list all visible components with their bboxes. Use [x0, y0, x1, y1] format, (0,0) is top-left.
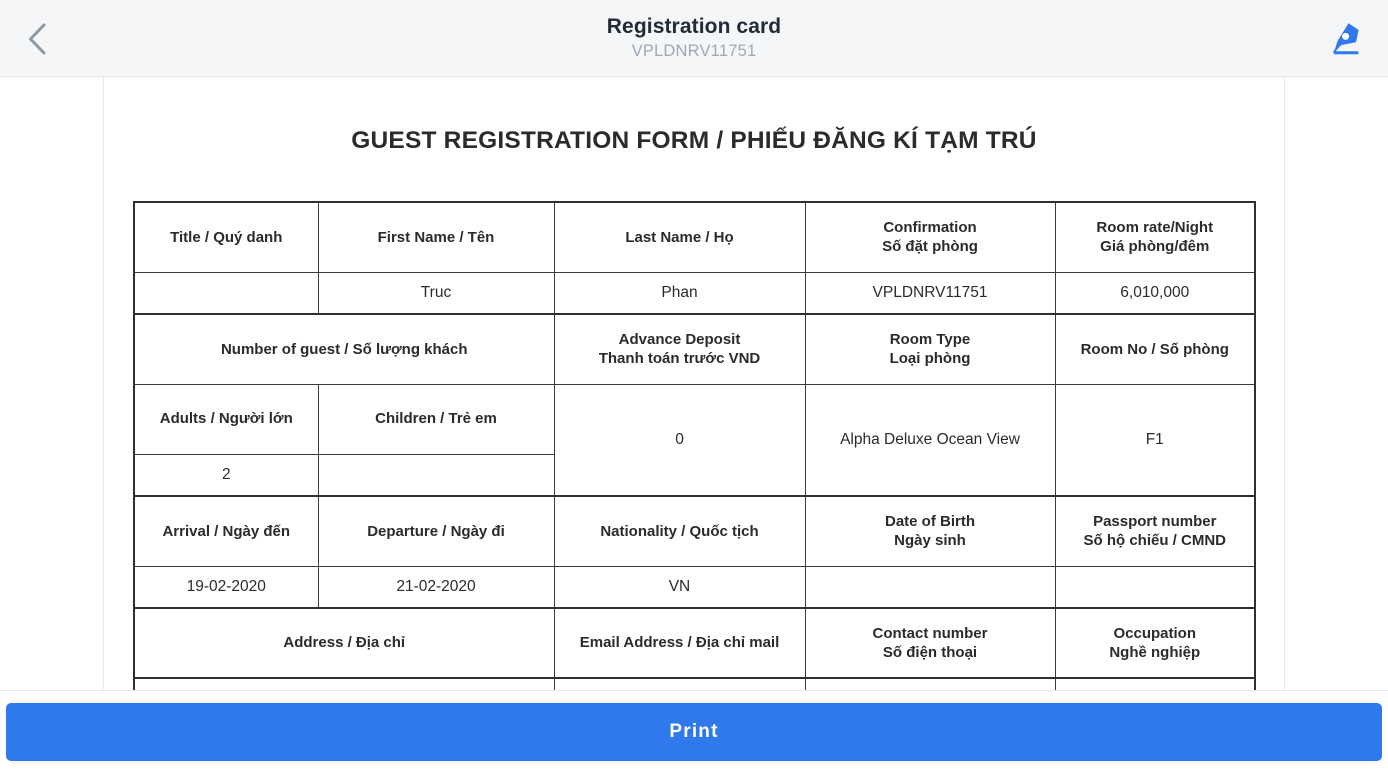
header-line1: Address / Địa chỉ [283, 634, 406, 652]
page-subtitle-confirmation-code: VPLDNRV11751 [631, 42, 757, 61]
header-nationality-quoc-tich: Nationality / Quốc tịch [553, 495, 806, 567]
header-line1: Nationality / Quốc tịch [600, 522, 759, 540]
header-line1: Number of guest / Số lượng khách [220, 340, 468, 358]
action-bar: Print [0, 690, 1388, 773]
header-children-tre-em: Children / Trẻ em [317, 383, 555, 455]
header-line1: Contact number [872, 624, 988, 642]
pen-nib-signature-icon [1329, 21, 1363, 57]
header-line2: Số điện thoại [882, 644, 978, 661]
table-row-block3-headers: Arrival / Ngày đến Departure / Ngày đi N… [133, 495, 1256, 567]
header-line1: Title / Quý danh [170, 228, 283, 246]
table-row-block4-headers: Address / Địa chỉ Email Address / Địa ch… [133, 607, 1256, 679]
value-arrival-date[interactable]: 19-02-2020 [133, 565, 319, 609]
header-line1: Children / Trẻ em [375, 410, 497, 428]
table-row-block2-subheaders: Adults / Người lớn Children / Trẻ em 0 A… [133, 383, 1256, 497]
header-line2: Thanh toán trước VND [598, 350, 761, 368]
value-title[interactable] [133, 271, 319, 315]
table-row-block2-headers: Number of guest / Số lượng khách Advance… [133, 313, 1256, 385]
value-nationality[interactable]: VN [553, 565, 806, 609]
document-page: GUEST REGISTRATION FORM / PHIẾU ĐĂNG KÍ … [103, 77, 1285, 690]
header-number-of-guest: Number of guest / Số lượng khách [133, 313, 555, 385]
form-title: GUEST REGISTRATION FORM / PHIẾU ĐĂNG KÍ … [351, 127, 1037, 154]
header-line1: Last Name / Họ [625, 228, 734, 246]
header-line2: Loại phòng [889, 350, 971, 368]
header-line2: Nghề nghiệp [1109, 644, 1201, 661]
header-room-type: Room Type Loại phòng [804, 313, 1056, 385]
header-line1: Departure / Ngày đi [367, 522, 505, 540]
table-row-block2-values: 2 [133, 453, 1255, 497]
header-line2: Số hộ chiếu / CMND [1083, 532, 1227, 550]
header-line1: Room Type [889, 330, 971, 348]
header-title-quy-danh: Title / Quý danh [133, 201, 319, 273]
header-contact-number: Contact number Số điện thoại [804, 607, 1056, 679]
app-header: Registration card VPLDNRV11751 [0, 0, 1388, 77]
header-line1: Room rate/Night [1096, 218, 1214, 236]
header-date-of-birth: Date of Birth Ngày sinh [804, 495, 1056, 567]
header-line1: Email Address / Địa chỉ mail [579, 634, 780, 652]
header-line1: Confirmation [883, 218, 977, 236]
back-button[interactable] [8, 0, 66, 77]
value-advance-deposit[interactable]: 0 [553, 383, 806, 497]
header-email-address: Email Address / Địa chỉ mail [553, 607, 806, 679]
header-room-no: Room No / Số phòng [1054, 313, 1256, 385]
value-last-name[interactable]: Phan [553, 271, 806, 315]
header-line2: Giá phòng/đêm [1100, 238, 1210, 256]
header-line1: Room No / Số phòng [1080, 340, 1229, 358]
value-room-rate[interactable]: 6,010,000 [1054, 271, 1256, 315]
header-line1: Date of Birth [885, 512, 975, 530]
header-title-group: Registration card VPLDNRV11751 [607, 16, 781, 60]
header-line2: Ngày sinh [894, 532, 966, 550]
registration-table: Title / Quý danh First Name / Tên Last N… [133, 201, 1256, 690]
header-line1: Advance Deposit [618, 330, 741, 348]
page-title: Registration card [606, 15, 782, 39]
value-date-of-birth[interactable] [804, 565, 1056, 609]
table-row-block1-values: Truc Phan VPLDNRV11751 6,010,000 [133, 271, 1256, 315]
document-viewport[interactable]: GUEST REGISTRATION FORM / PHIẾU ĐĂNG KÍ … [0, 77, 1388, 690]
value-occupation[interactable] [1054, 677, 1256, 690]
header-departure-ngay-di: Departure / Ngày đi [317, 495, 555, 567]
value-departure-date[interactable]: 21-02-2020 [317, 565, 555, 609]
header-first-name-ten: First Name / Tên [317, 201, 555, 273]
header-room-rate-night: Room rate/Night Giá phòng/đêm [1054, 201, 1256, 273]
header-arrival-ngay-den: Arrival / Ngày đến [133, 495, 319, 567]
header-last-name-ho: Last Name / Họ [553, 201, 806, 273]
header-adults-nguoi-lon: Adults / Người lớn [133, 383, 319, 455]
value-passport-number[interactable] [1054, 565, 1256, 609]
table-row-block1-headers: Title / Quý danh First Name / Tên Last N… [133, 201, 1256, 273]
value-address[interactable] [133, 677, 555, 690]
header-occupation-nghe-nghiep: Occupation Nghề nghiệp [1054, 607, 1256, 679]
value-contact-number[interactable]: 123456789 [804, 677, 1056, 690]
value-room-no[interactable]: F1 [1054, 383, 1256, 497]
header-line2: Số đặt phòng [882, 238, 978, 256]
table-row-block4-values: tructtp1@aifab.vn 123456789 [133, 677, 1256, 690]
header-passport-number: Passport number Số hộ chiếu / CMND [1054, 495, 1256, 567]
header-line1: Occupation [1113, 624, 1196, 642]
value-email-address[interactable]: tructtp1@aifab.vn [553, 677, 806, 690]
signature-button[interactable] [1316, 0, 1376, 77]
value-first-name[interactable]: Truc [317, 271, 555, 315]
header-advance-deposit: Advance Deposit Thanh toán trước VND [553, 313, 806, 385]
value-room-type[interactable]: Alpha Deluxe Ocean View [804, 383, 1056, 497]
header-line1: Arrival / Ngày đến [162, 522, 291, 540]
chevron-left-icon [26, 22, 48, 56]
header-address-dia-chi: Address / Địa chỉ [133, 607, 555, 679]
table-row-block3-values: 19-02-2020 21-02-2020 VN [133, 565, 1256, 609]
header-confirmation-so-dat-phong: Confirmation Số đặt phòng [804, 201, 1056, 273]
value-children[interactable] [317, 453, 555, 497]
print-button[interactable]: Print [6, 703, 1382, 761]
header-line1: Adults / Người lớn [159, 410, 293, 428]
header-line1: First Name / Tên [377, 228, 495, 246]
value-confirmation[interactable]: VPLDNRV11751 [804, 271, 1056, 315]
value-adults[interactable]: 2 [133, 453, 319, 497]
header-line1: Passport number [1093, 512, 1217, 530]
